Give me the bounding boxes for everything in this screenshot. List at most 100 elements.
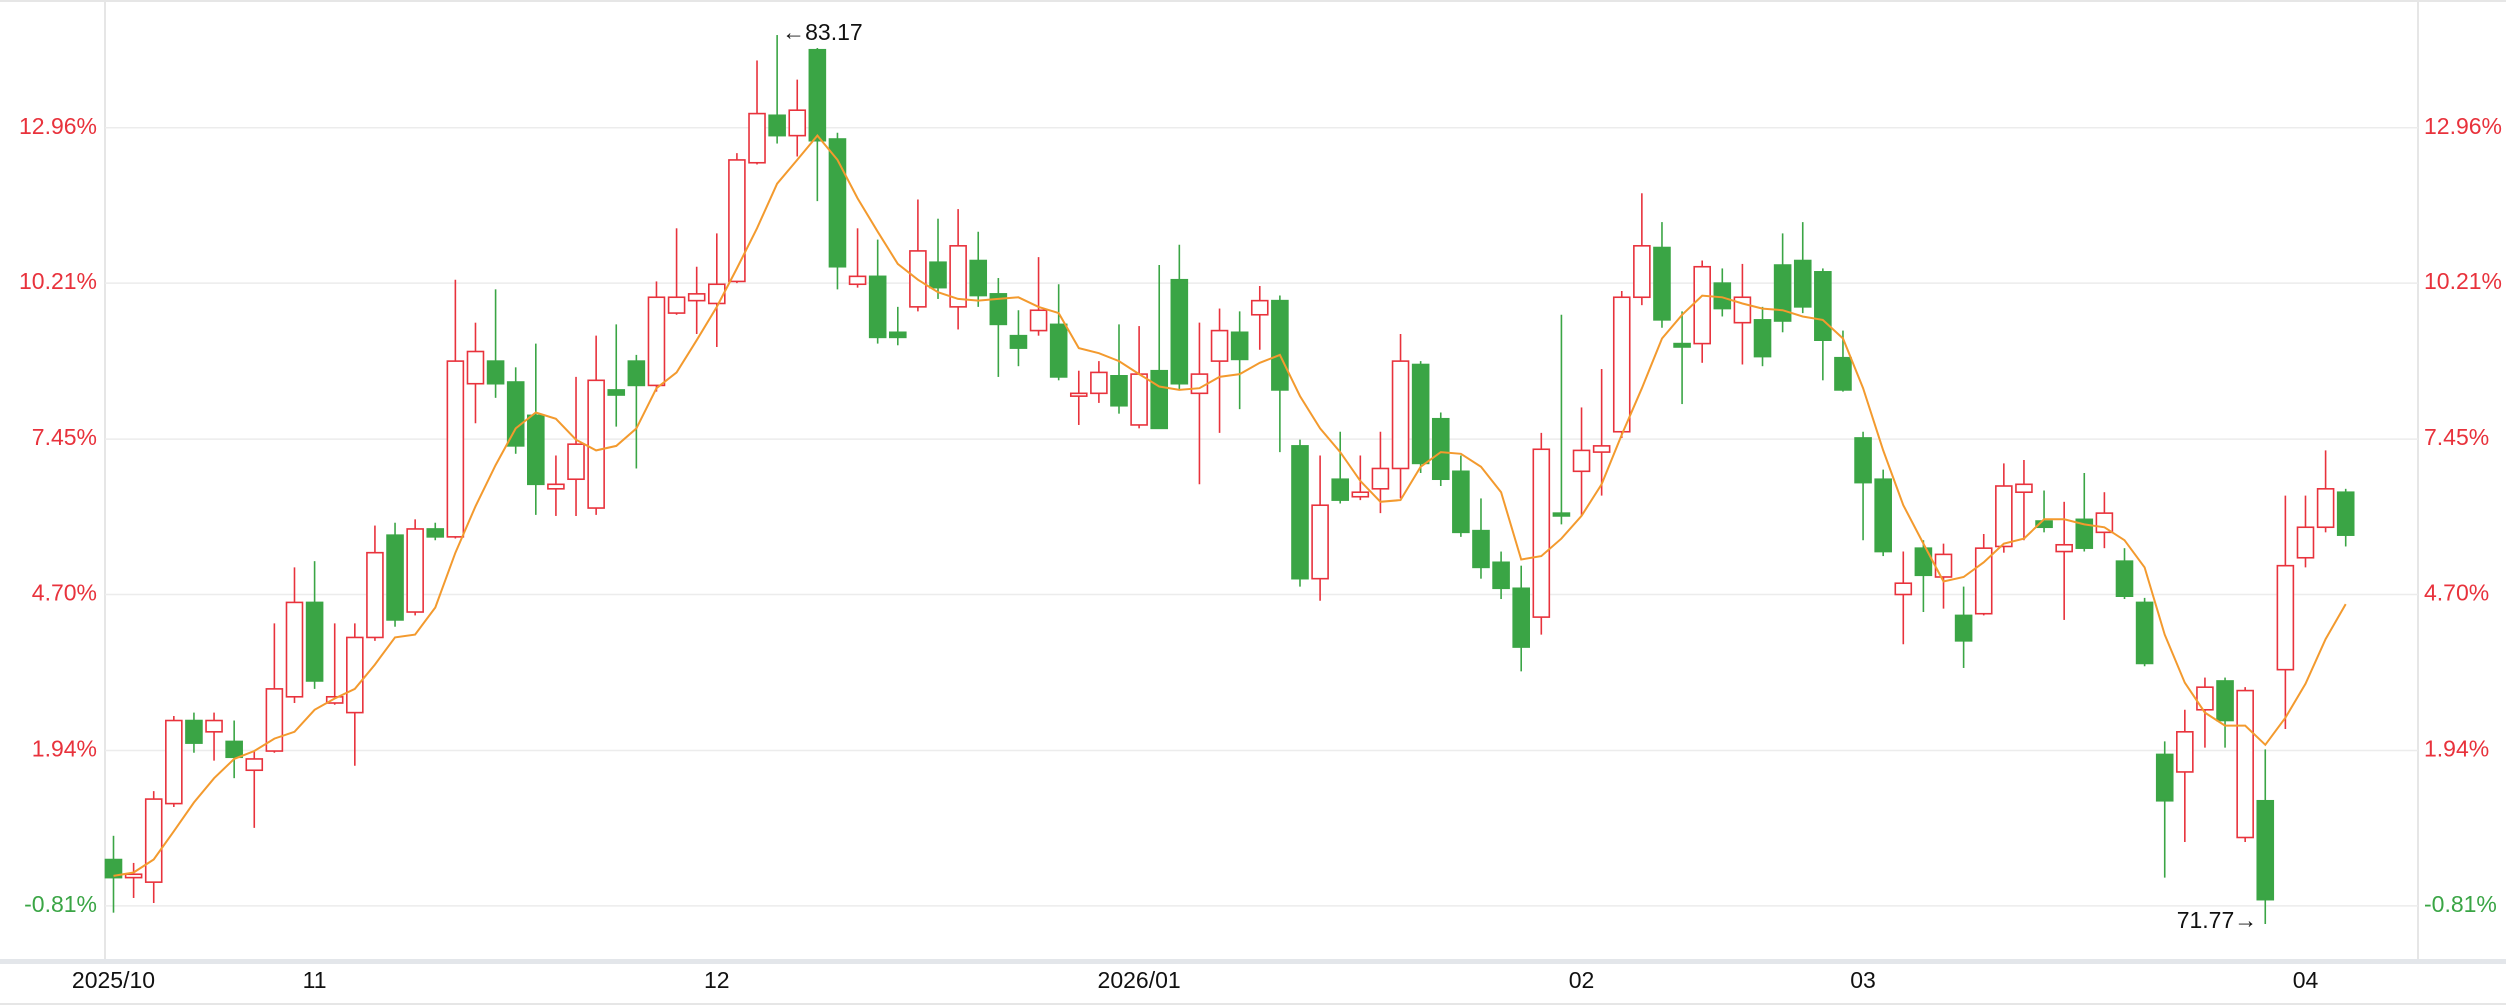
moving-average-line [113,134,2347,877]
candle-body [868,275,887,339]
y2-tick-label: 1.94% [2424,736,2489,762]
y-tick-label: 1.94% [32,736,97,762]
candle-body [1291,445,1309,580]
candle-body [1874,478,1892,553]
max-annotation: ←83.17 [782,19,863,45]
candle-body [587,379,605,509]
candle-body [426,528,445,538]
candle-body [1110,375,1128,407]
candle-body [466,350,485,385]
y2-tick-label: 10.21% [2424,268,2502,294]
candle-body [1371,467,1390,490]
candle-body [1834,356,1852,391]
candle-body [2336,491,2355,536]
candle-body [808,48,827,142]
y2-tick-label: 12.96% [2424,113,2502,139]
candle-body [386,534,404,621]
candle-body [1090,371,1108,395]
candle-body [687,293,706,302]
candle-body [1190,373,1209,395]
candle-body [1250,299,1269,316]
candle-body [506,381,525,447]
candle-body [768,114,786,137]
candle-body [2015,483,2033,494]
candle-body [1673,342,1691,348]
candle-body [949,245,967,308]
candle-body [607,389,626,396]
y-tick-label: 4.70% [32,580,97,606]
candle-body [285,601,304,698]
candle-body [1653,246,1671,321]
candle-body [1914,547,1933,577]
candle-body [567,443,585,481]
candle-body [527,414,545,486]
candle-body [2236,689,2254,839]
candle-body [828,138,847,268]
candle-body [265,688,284,752]
x-tick-label: 12 [704,967,730,993]
candle-body [1472,529,1490,569]
candle-body [728,159,746,283]
candle-body [346,636,364,714]
candle-body [406,528,424,613]
candle-body [1452,470,1470,534]
candle-body [1894,582,1913,596]
candle-body [1492,561,1510,590]
candle-body [1351,491,1370,498]
candle-body [2135,601,2154,665]
candle-body [1552,512,1571,517]
candle-body [225,740,243,759]
candle-body [2095,512,2114,534]
candle-body [788,109,807,137]
candle-body [969,259,988,297]
candle-body [1854,437,1872,484]
candle-body [1009,334,1028,349]
candle-body [547,483,565,490]
candle-body [2276,564,2295,671]
candle-body [1572,449,1591,473]
candle-body [1210,329,1229,362]
candle-body [1693,265,1711,345]
candle-body [205,719,223,733]
candle-body [2296,526,2315,559]
candle-body [2196,686,2214,711]
candle-body [989,293,1008,326]
candle-body [1029,309,1048,332]
candle-body [1150,369,1169,430]
candle-body [1391,360,1410,470]
candle-body [1049,323,1068,378]
candle-body [1411,363,1430,465]
candle-body [2075,518,2094,549]
candle-body [1793,259,1812,308]
candle-body [1170,278,1189,385]
candle-body [1773,264,1792,322]
candle-body [1271,299,1289,391]
y2-tick-label: 4.70% [2424,580,2489,606]
candle-body [366,551,384,639]
candle-body [305,601,324,682]
x-axis-band [0,959,2506,964]
candle-body [1954,614,1973,642]
candle-body [2115,560,2134,597]
candle-body [486,360,505,385]
candle-body [1069,392,1088,397]
candle-body [2216,680,2234,722]
candle-body [124,873,143,879]
y-tick-label: 7.45% [32,424,97,450]
x-tick-label: 2026/01 [1098,967,1181,993]
x-tick-label: 03 [1850,967,1876,993]
candle-body [1995,485,2013,548]
candle-body [888,331,907,339]
y-tick-label: 10.21% [19,268,97,294]
candle-body [1814,271,1832,341]
candle-body [1331,478,1350,501]
x-tick-label: 2025/10 [72,967,155,993]
candle-body [1934,553,1953,578]
candle-body [104,858,123,879]
x-tick-label: 11 [303,967,327,993]
candle-body [1612,296,1631,433]
candle-body [627,360,646,387]
